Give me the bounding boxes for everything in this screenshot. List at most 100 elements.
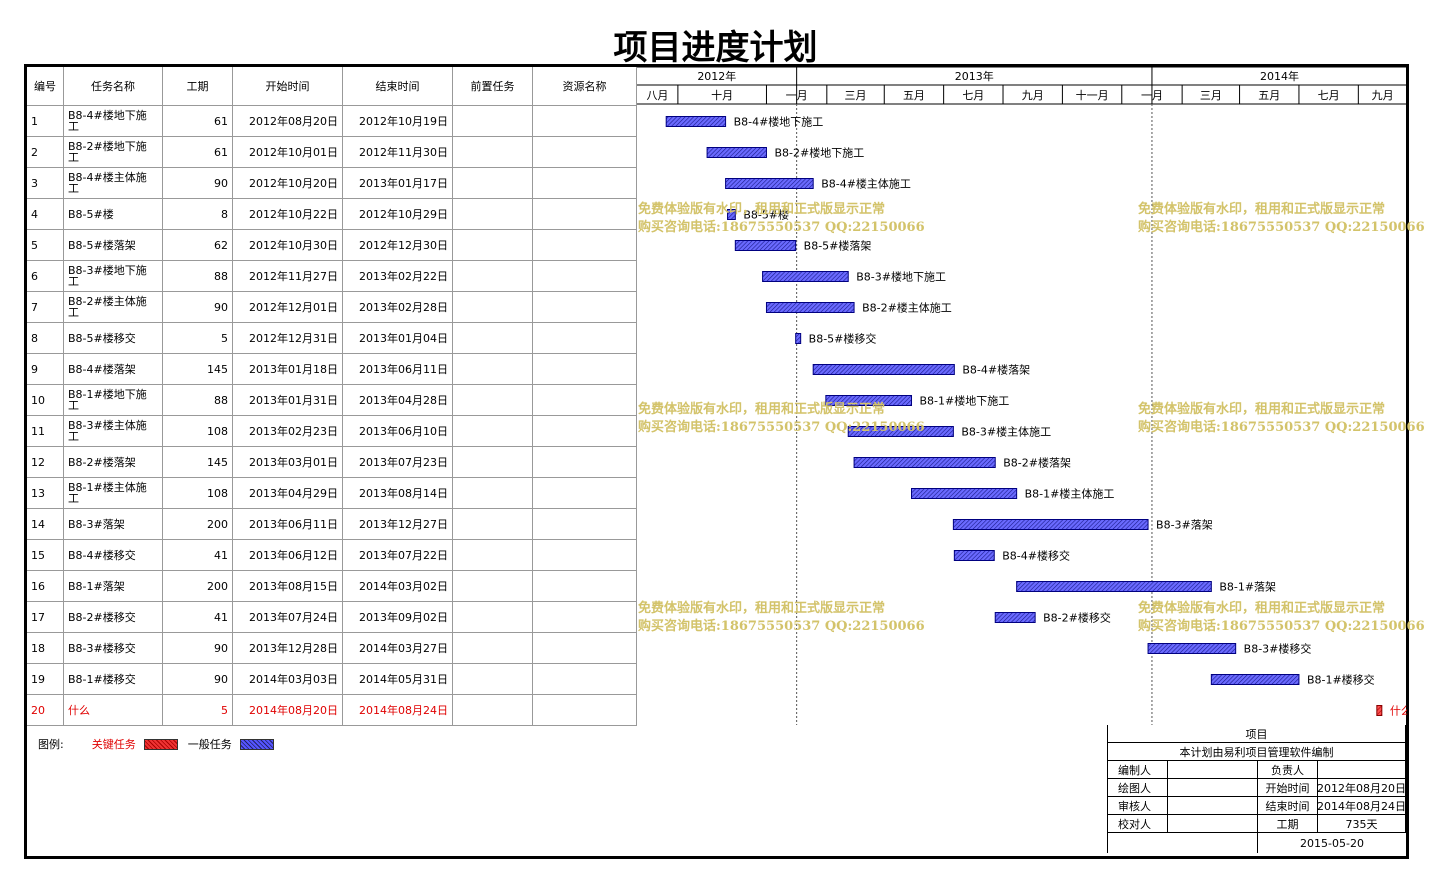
year-label: 2014年	[1260, 69, 1299, 83]
gantt-bar	[952, 519, 1149, 530]
month-label: 十一月	[1076, 88, 1109, 102]
task-end-cell: 2012年10月29日	[343, 199, 453, 230]
task-pre-cell	[453, 540, 533, 571]
task-start-cell: 2012年12月01日	[233, 292, 343, 323]
gantt-bar	[762, 271, 849, 282]
header-start: 开始时间	[233, 67, 343, 106]
info-owner-label: 负责人	[1258, 761, 1318, 779]
task-pre-cell	[453, 416, 533, 447]
info-reviewer-label: 审核人	[1108, 797, 1168, 815]
task-duration-cell: 8	[163, 199, 233, 230]
task-start-cell: 2013年08月15日	[233, 571, 343, 602]
task-end-cell: 2013年04月28日	[343, 385, 453, 416]
task-id-cell: 3	[27, 168, 64, 199]
info-duration-label: 工期	[1258, 815, 1318, 833]
gantt-bar	[1376, 705, 1383, 716]
task-res-cell	[533, 261, 637, 292]
task-duration-cell: 5	[163, 695, 233, 726]
task-start-cell: 2013年01月31日	[233, 385, 343, 416]
task-id-cell: 13	[27, 478, 64, 509]
task-name: B8-1#楼主体施工	[68, 481, 147, 505]
task-res-cell	[533, 633, 637, 664]
task-end-cell: 2013年12月27日	[343, 509, 453, 540]
task-name: B8-1#落架	[68, 579, 125, 593]
task-start-cell: 2012年10月30日	[233, 230, 343, 261]
task-res-cell	[533, 602, 637, 633]
task-name-cell: B8-3#楼地下施工	[64, 261, 163, 292]
task-start-cell: 2012年10月01日	[233, 137, 343, 168]
task-duration-cell: 62	[163, 230, 233, 261]
task-start-cell: 2013年12月28日	[233, 633, 343, 664]
page-title: 项目进度计划	[613, 28, 818, 68]
info-end-label: 结束时间	[1258, 797, 1318, 815]
task-name-cell: 什么	[64, 695, 163, 726]
task-end-cell: 2014年03月27日	[343, 633, 453, 664]
task-duration-cell: 5	[163, 323, 233, 354]
task-pre-cell	[453, 230, 533, 261]
task-id-cell: 9	[27, 354, 64, 385]
task-duration-cell: 41	[163, 540, 233, 571]
gantt-bar-label: B8-3#楼地下施工	[856, 270, 946, 284]
gantt-bar	[1147, 643, 1237, 654]
task-pre-cell	[453, 664, 533, 695]
task-name: B8-2#楼主体施工	[68, 295, 147, 319]
info-reviewer	[1168, 797, 1258, 815]
task-name-cell: B8-5#楼落架	[64, 230, 163, 261]
month-label: 八月	[646, 89, 668, 102]
task-pre-cell	[453, 447, 533, 478]
task-end-cell: 2013年02月22日	[343, 261, 453, 292]
task-pre-cell	[453, 292, 533, 323]
task-duration-cell: 108	[163, 416, 233, 447]
task-pre-cell	[453, 106, 533, 137]
task-duration-cell: 90	[163, 168, 233, 199]
task-res-cell	[533, 106, 637, 137]
task-id-cell: 7	[27, 292, 64, 323]
task-start-cell: 2013年06月12日	[233, 540, 343, 571]
gantt-bar	[725, 178, 814, 189]
task-res-cell	[533, 385, 637, 416]
watermark-3: 免费体验版有水印，租用和正式版显示正常 购买咨询电话:18675550537 QQ…	[638, 402, 925, 435]
task-pre-cell	[453, 261, 533, 292]
gantt-bar	[847, 426, 954, 437]
gantt-bar-label: B8-1#楼主体施工	[1025, 487, 1115, 501]
info-project: 项目	[1108, 725, 1406, 743]
task-name: B8-4#楼落架	[68, 362, 136, 376]
gantt-bar-label: B8-3#落架	[1156, 519, 1213, 532]
info-drawer-label: 绘图人	[1108, 779, 1168, 797]
month-label: 三月	[1200, 89, 1222, 102]
task-id-cell: 5	[27, 230, 64, 261]
task-pre-cell	[453, 323, 533, 354]
task-end-cell: 2013年06月10日	[343, 416, 453, 447]
gantt-bar-label: B8-4#楼落架	[962, 363, 1030, 377]
task-name-cell: B8-2#楼落架	[64, 447, 163, 478]
task-name: B8-5#楼移交	[68, 331, 136, 345]
task-id-cell: 10	[27, 385, 64, 416]
task-id-cell: 12	[27, 447, 64, 478]
task-pre-cell	[453, 602, 533, 633]
task-name: 什么	[68, 703, 90, 717]
task-start-cell: 2013年01月18日	[233, 354, 343, 385]
header-end: 结束时间	[343, 67, 453, 106]
info-note: 本计划由易利项目管理软件编制	[1108, 743, 1406, 761]
gantt-bar	[706, 147, 767, 158]
task-pre-cell	[453, 354, 533, 385]
gantt-bar-label: B8-3#楼主体施工	[961, 425, 1051, 439]
gantt-bar	[665, 116, 727, 127]
task-name-cell: B8-5#楼	[64, 199, 163, 230]
task-res-cell	[533, 292, 637, 323]
header-duration: 工期	[163, 67, 233, 106]
task-res-cell	[533, 323, 637, 354]
gantt-bar	[911, 488, 1018, 499]
info-blank	[1108, 833, 1258, 853]
month-label: 七月	[962, 89, 984, 102]
month-label: 九月	[1022, 89, 1044, 102]
year-label: 2013年	[955, 69, 994, 83]
task-pre-cell	[453, 571, 533, 602]
task-id-cell: 17	[27, 602, 64, 633]
task-duration-cell: 145	[163, 354, 233, 385]
task-pre-cell	[453, 137, 533, 168]
gantt-bar	[812, 364, 955, 375]
task-start-cell: 2012年10月20日	[233, 168, 343, 199]
task-name: B8-5#楼落架	[68, 238, 136, 252]
task-name: B8-4#楼地下施工	[68, 109, 147, 133]
